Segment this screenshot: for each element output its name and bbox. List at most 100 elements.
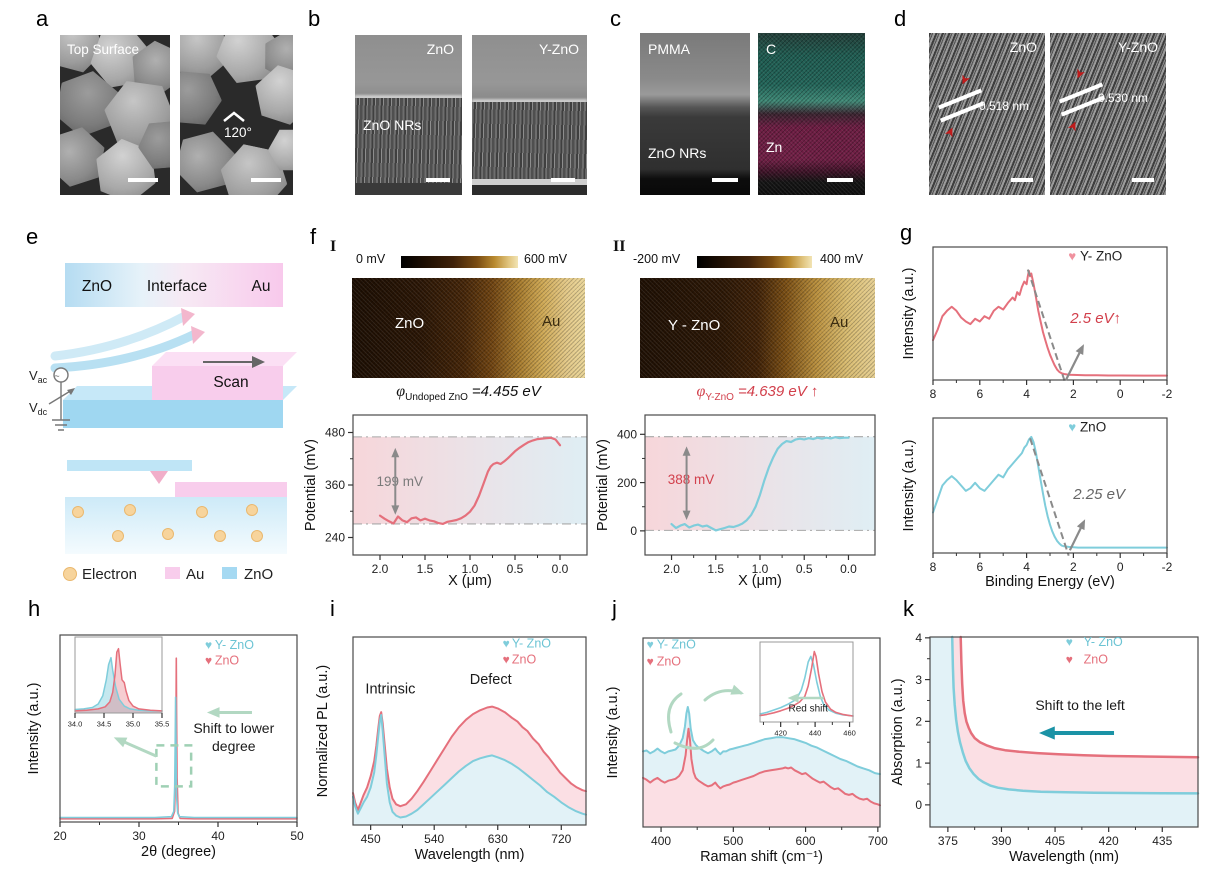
svg-text:3: 3 — [915, 673, 922, 687]
svg-text:6: 6 — [976, 560, 983, 574]
svg-text:2: 2 — [1070, 387, 1077, 401]
svg-text:405: 405 — [1045, 834, 1065, 848]
red-arrow-icon: ➤ — [940, 123, 960, 140]
svg-text:Defect: Defect — [470, 672, 512, 688]
red-arrow-icon: ➤ — [1070, 66, 1090, 83]
map-au-label: Au — [542, 313, 561, 330]
svg-text:Y- ZnO: Y- ZnO — [215, 638, 254, 652]
svg-text:199 mV: 199 mV — [377, 474, 424, 489]
lattice-spacing-label: 0.530 nm — [1098, 91, 1149, 105]
zno-nrs-label: ZnO NRs — [648, 145, 707, 161]
panel-letter-g: g — [900, 220, 913, 245]
svg-text:500: 500 — [723, 834, 743, 848]
angle-marker-icon — [223, 111, 245, 122]
svg-text:35.5: 35.5 — [155, 720, 170, 729]
scale-bar — [827, 177, 853, 182]
svg-text:ZnO: ZnO — [1080, 420, 1106, 435]
svg-text:435: 435 — [1152, 834, 1172, 848]
hrtem-zno: ZnO ➤ ➤ 0.518 nm — [929, 33, 1045, 195]
svg-text:390: 390 — [991, 834, 1011, 848]
svg-text:8: 8 — [930, 560, 937, 574]
svg-text:degree: degree — [212, 738, 256, 754]
svg-text:2.0: 2.0 — [372, 562, 389, 576]
svg-text:240: 240 — [325, 531, 345, 545]
panel-letter-a: a — [36, 6, 49, 31]
map-au-label: Au — [830, 314, 849, 331]
svg-text:Potential (mV): Potential (mV) — [595, 439, 611, 531]
svg-text:-2: -2 — [1162, 387, 1173, 401]
cantilever — [50, 308, 205, 373]
svg-text:30: 30 — [132, 829, 146, 843]
sample-tag: ZnO — [426, 41, 454, 57]
svg-text:0: 0 — [630, 524, 637, 538]
svg-text:2.0: 2.0 — [663, 562, 680, 576]
svg-text:Absorption (a.u.): Absorption (a.u.) — [890, 678, 906, 785]
svg-text:0.5: 0.5 — [796, 562, 813, 576]
band-diagram-bar — [65, 263, 283, 307]
svg-text:Intensity (a.u.): Intensity (a.u.) — [26, 683, 42, 775]
svg-text:ZnO: ZnO — [657, 654, 682, 668]
svg-text:2.25 eV: 2.25 eV — [1072, 486, 1127, 503]
angle-label: 120° — [224, 125, 252, 140]
rod-top-edge — [472, 99, 587, 104]
sem-top-surface-image-2: 120° — [180, 35, 293, 195]
raman-chart: 400 500 600 700 Raman shift (cm⁻¹) Intensity … — [605, 637, 888, 865]
electron-dots — [72, 504, 263, 542]
zno-nrs-label: ZnO NRs — [363, 117, 422, 133]
absorption-chart: 375 390 405 420 435 0 1 2 3 4 Wavelength (nm) Absor… — [890, 631, 1200, 865]
svg-text:700: 700 — [868, 834, 888, 848]
ups-y-zno-chart: 8 6 4 2 0 -2 Intensity (a.u.) 2.5 eV↑ ♥ Y- ZnO — [901, 246, 1173, 401]
scale-bar — [712, 177, 738, 182]
svg-text:420: 420 — [1099, 834, 1119, 848]
scale-bar — [551, 177, 575, 182]
colorbar-max-label: 400 mV — [820, 252, 864, 266]
map-zno-label: ZnO — [395, 315, 425, 332]
svg-text:0: 0 — [915, 798, 922, 812]
substrate-strip — [355, 183, 462, 195]
svg-text:8: 8 — [930, 387, 937, 401]
band-zno-label: ZnO — [82, 278, 112, 295]
legend-electron-label: Electron — [82, 566, 137, 583]
svg-text:♥: ♥ — [1068, 420, 1076, 435]
svg-text:Binding Energy (eV): Binding Energy (eV) — [985, 574, 1115, 590]
svg-text:1.0: 1.0 — [752, 562, 769, 576]
red-arrow-icon: ➤ — [1063, 117, 1083, 134]
svg-text:Y- ZnO: Y- ZnO — [1080, 248, 1122, 263]
legend-zno-label: ZnO — [244, 566, 273, 583]
svg-text:600: 600 — [796, 834, 816, 848]
svg-text:♥: ♥ — [1066, 653, 1073, 667]
vdc-label: Vdc — [29, 400, 48, 417]
svg-text:440: 440 — [809, 729, 822, 738]
svg-text:♥: ♥ — [503, 652, 510, 666]
svg-text:Intensity (a.u.): Intensity (a.u.) — [901, 268, 917, 360]
subpanel-marker-2: II — [613, 238, 626, 255]
svg-text:X (μm): X (μm) — [738, 573, 782, 589]
scale-bar — [1132, 177, 1154, 182]
panel-letter-i: i — [330, 596, 335, 621]
svg-text:2: 2 — [915, 715, 922, 729]
colorbar — [697, 256, 812, 268]
svg-text:-2: -2 — [1162, 560, 1173, 574]
sample-tag: ZnO — [1009, 39, 1037, 55]
svg-text:6: 6 — [976, 387, 983, 401]
legend-au-label: Au — [186, 566, 204, 583]
band-au-label: Au — [252, 278, 271, 295]
svg-text:Wavelength (nm): Wavelength (nm) — [415, 847, 525, 863]
nanorod-texture — [472, 102, 587, 179]
svg-text:Potential (mV): Potential (mV) — [303, 439, 319, 531]
svg-text:0: 0 — [1117, 560, 1124, 574]
ups-zno-chart: 8 6 4 2 0 -2 Binding Energy (eV) Intensity (a.u… — [901, 417, 1173, 590]
top-surface-label: Top Surface — [67, 42, 140, 57]
svg-text:40: 40 — [211, 829, 225, 843]
svg-text:Y- ZnO: Y- ZnO — [1084, 635, 1123, 649]
svg-text:20: 20 — [53, 829, 67, 843]
svg-text:4: 4 — [915, 631, 922, 645]
sample-tag: Y-ZnO — [1118, 39, 1158, 55]
colorbar-max-label: 600 mV — [524, 252, 568, 266]
svg-text:♥: ♥ — [647, 654, 654, 668]
zinc-map-label: Zn — [766, 139, 783, 155]
lattice-spacing-label: 0.518 nm — [979, 99, 1030, 113]
panel-letter-c: c — [610, 6, 621, 31]
kpfm-profile-y-zno-chart: 2.0 1.5 1.0 0.5 0.0 0 200 400 X (μm) Potential (m… — [595, 414, 876, 589]
